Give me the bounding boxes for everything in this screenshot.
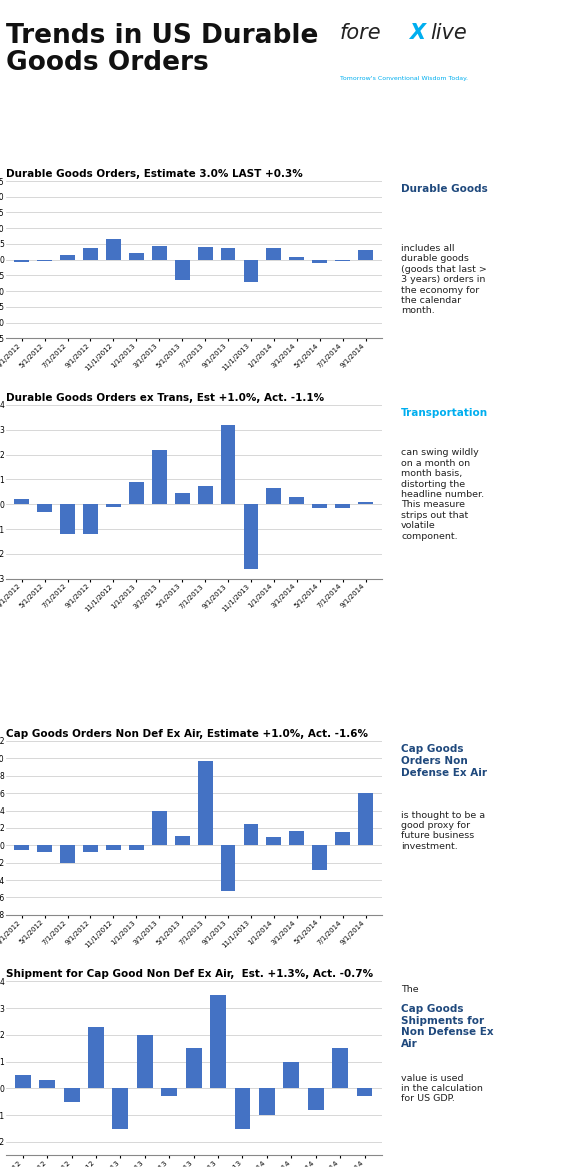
Bar — [161, 1089, 177, 1097]
Bar — [83, 504, 98, 534]
Bar — [37, 845, 52, 852]
Bar — [137, 1035, 153, 1089]
Bar — [106, 239, 121, 260]
Bar — [308, 1089, 324, 1110]
Text: Shipment for Cap Good Non Def Ex Air,  Est. +1.3%, Act. -0.7%: Shipment for Cap Good Non Def Ex Air, Es… — [6, 970, 373, 979]
Bar — [358, 794, 373, 845]
Bar — [312, 845, 327, 869]
Text: Durable Goods Orders ex Trans, Est +1.0%, Act. -1.1%: Durable Goods Orders ex Trans, Est +1.0%… — [6, 393, 324, 403]
Text: value is used
in the calculation
for US GDP.: value is used in the calculation for US … — [401, 1074, 483, 1104]
Text: includes all
durable goods
(goods that last >
3 years) orders in
the economy for: includes all durable goods (goods that l… — [401, 244, 487, 315]
Bar — [129, 253, 144, 260]
Text: Trends in US Durable
Goods Orders: Trends in US Durable Goods Orders — [6, 23, 318, 76]
Text: Cap Goods
Orders Non
Defense Ex Air: Cap Goods Orders Non Defense Ex Air — [401, 745, 487, 777]
Bar — [244, 260, 258, 281]
Text: Durable Goods: Durable Goods — [401, 184, 488, 194]
Bar — [152, 811, 167, 845]
Text: live: live — [430, 23, 466, 43]
Bar — [106, 845, 121, 850]
Bar — [129, 482, 144, 504]
Bar — [266, 837, 281, 845]
Bar — [64, 1089, 80, 1102]
Bar — [37, 504, 52, 512]
Bar — [220, 247, 236, 260]
Bar — [60, 254, 75, 260]
Bar — [289, 258, 304, 260]
Bar — [152, 246, 167, 260]
Bar — [88, 1027, 104, 1089]
Bar — [335, 832, 350, 845]
Bar — [14, 260, 29, 263]
Bar — [129, 845, 144, 850]
Bar — [244, 824, 258, 845]
Bar — [335, 260, 350, 261]
Bar — [60, 504, 75, 534]
Bar — [220, 425, 236, 504]
Bar — [198, 485, 212, 504]
Bar — [175, 836, 190, 845]
Bar — [152, 449, 167, 504]
Bar — [60, 845, 75, 862]
Bar — [14, 845, 29, 850]
Text: X: X — [410, 23, 425, 43]
Text: Durable Goods Orders, Estimate 3.0% LAST +0.3%: Durable Goods Orders, Estimate 3.0% LAST… — [6, 169, 302, 179]
Bar — [210, 994, 226, 1089]
Bar — [358, 250, 373, 260]
Bar — [220, 845, 236, 890]
Bar — [186, 1048, 202, 1089]
Bar — [266, 488, 281, 504]
Bar — [259, 1089, 275, 1116]
Bar — [37, 260, 52, 261]
Bar — [312, 260, 327, 263]
Text: The: The — [401, 985, 421, 994]
Text: Cap Goods
Shipments for
Non Defense Ex
Air: Cap Goods Shipments for Non Defense Ex A… — [401, 1004, 494, 1049]
Bar — [83, 845, 98, 852]
Bar — [83, 247, 98, 260]
Bar — [357, 1089, 373, 1097]
Bar — [283, 1062, 299, 1089]
Text: can swing wildly
on a month on
month basis,
distorting the
headline number.
This: can swing wildly on a month on month bas… — [401, 448, 484, 540]
Bar — [198, 247, 212, 260]
Text: Transportation: Transportation — [401, 408, 488, 419]
Bar — [14, 499, 29, 504]
Bar — [39, 1081, 55, 1089]
Bar — [244, 504, 258, 568]
Bar — [358, 502, 373, 504]
Bar — [266, 247, 281, 260]
Bar — [175, 494, 190, 504]
Bar — [175, 260, 190, 280]
Bar — [312, 504, 327, 508]
Bar — [332, 1048, 348, 1089]
Bar — [112, 1089, 128, 1128]
Bar — [106, 504, 121, 506]
Bar — [15, 1075, 31, 1089]
Bar — [198, 761, 212, 845]
Bar — [235, 1089, 250, 1128]
Text: Tomorrow's Conventional Wisdom Today.: Tomorrow's Conventional Wisdom Today. — [340, 76, 467, 82]
Text: Cap Goods Orders Non Def Ex Air, Estimate +1.0%, Act. -1.6%: Cap Goods Orders Non Def Ex Air, Estimat… — [6, 729, 367, 739]
Text: is thought to be a
good proxy for
future business
investment.: is thought to be a good proxy for future… — [401, 811, 485, 851]
Bar — [289, 497, 304, 504]
Bar — [335, 504, 350, 508]
Text: fore: fore — [340, 23, 381, 43]
Bar — [289, 831, 304, 845]
